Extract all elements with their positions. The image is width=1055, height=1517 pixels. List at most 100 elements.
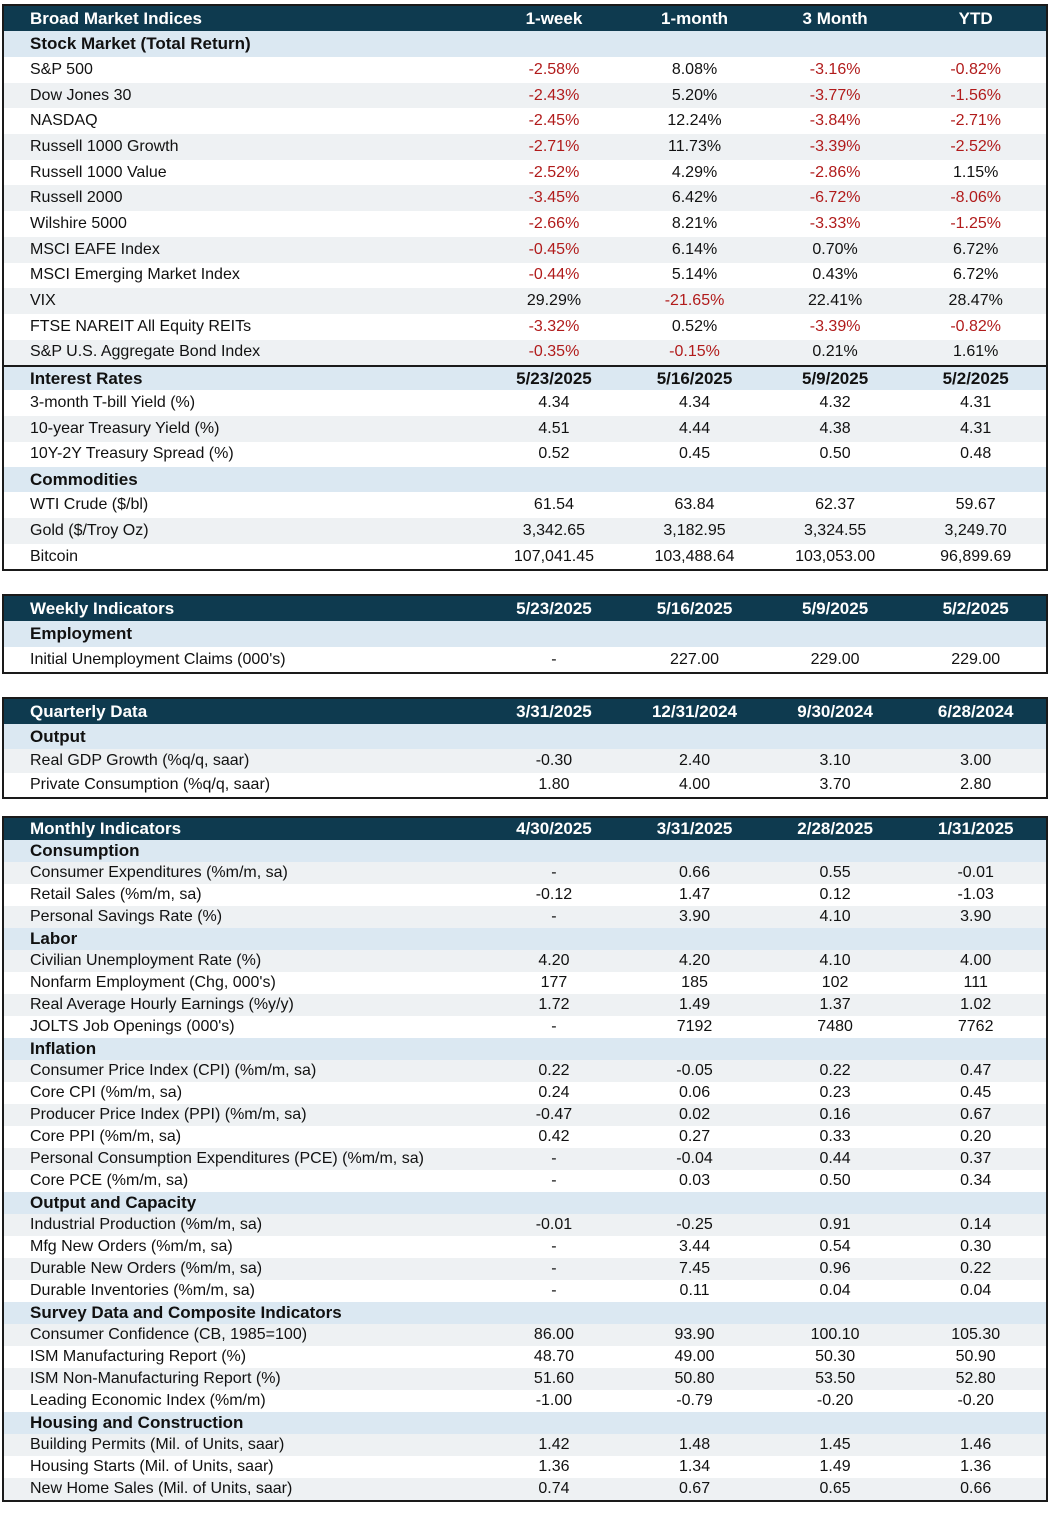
table-row: Core PCE (%m/m, sa) - 0.03 0.50 0.34 [4, 1170, 1046, 1192]
row-value: 2.80 [960, 776, 992, 793]
row-value: -2.45% [528, 112, 580, 130]
row-label: Durable Inventories (%m/m, sa) [30, 1282, 255, 1299]
row-value: 4.00 [678, 776, 711, 793]
table-row: Russell 1000 Growth -2.71% 11.73% -3.39% -2.… [4, 134, 1046, 160]
row-label: Consumer Expenditures (%m/m, sa) [30, 864, 288, 881]
row-value: 0.02 [678, 1106, 711, 1123]
row-label: Russell 1000 Value [30, 163, 167, 181]
row-value: 4.00 [960, 952, 992, 969]
row-value: 93.90 [674, 1326, 715, 1343]
row-label: Consumer Confidence (CB, 1985=100) [30, 1326, 308, 1343]
row-value: 3.44 [678, 1238, 711, 1255]
row-value: 4.51 [538, 419, 570, 437]
row-label: S&P 500 [30, 60, 93, 78]
row-value: - [551, 864, 557, 881]
section-label: Inflation [30, 1039, 97, 1058]
column-header: 5/23/2025 [516, 598, 592, 618]
row-value: 7192 [676, 1018, 713, 1035]
row-value: -2.86% [809, 163, 861, 181]
row-label: Initial Unemployment Claims (000's) [30, 650, 286, 668]
row-value: 0.74 [538, 1480, 570, 1497]
row-value: 0.66 [678, 864, 711, 881]
row-value: 103,053.00 [795, 547, 876, 565]
table-row: ISM Manufacturing Report (%) 48.70 49.00 50… [4, 1346, 1046, 1368]
row-value: 0.43% [812, 266, 858, 284]
quarterly-data-table: Quarterly Data 3/31/2025 12/31/2024 9/30/20… [2, 697, 1048, 799]
table-row: MSCI EAFE Index -0.45% 6.14% 0.70% 6.72% [4, 236, 1046, 263]
row-value: -0.47 [535, 1106, 573, 1123]
row-value: 0.65 [819, 1480, 851, 1497]
section-label: Interest Rates [30, 368, 143, 388]
table-row: Consumer Expenditures (%m/m, sa) - 0.66 0.5… [4, 862, 1046, 884]
column-header: YTD [958, 8, 993, 28]
broad-market-table: Broad Market Indices 1-week 1-month 3 Month… [2, 4, 1048, 572]
row-value: 0.11 [679, 1282, 710, 1299]
row-value: 1.34 [678, 1458, 711, 1475]
row-value: 4.32 [819, 394, 851, 412]
table-row: Durable Inventories (%m/m, sa) - 0.11 0.04 0… [4, 1280, 1046, 1302]
row-label: MSCI EAFE Index [30, 240, 160, 258]
row-value: 103,488.64 [654, 547, 735, 565]
table-row: Dow Jones 30 -2.43% 5.20% -3.77% -1.56% [4, 82, 1046, 109]
table-title: Broad Market Indices [30, 8, 202, 28]
row-value: 53.50 [815, 1370, 856, 1387]
row-value: - [551, 1238, 557, 1255]
section-header-row: Stock Market (Total Return) [4, 31, 1046, 57]
table-title: Quarterly Data [30, 701, 148, 721]
row-value: -0.12 [535, 886, 573, 903]
row-value: 51.60 [533, 1370, 574, 1387]
row-value: -0.15% [669, 343, 720, 361]
row-value: 1.15% [952, 163, 999, 181]
row-label: 3-month T-bill Yield (%) [30, 394, 196, 412]
row-value: 0.54 [819, 1238, 851, 1255]
row-value: 1.42 [538, 1436, 570, 1453]
row-value: 229.00 [951, 650, 1001, 668]
row-value: 0.45 [960, 1084, 992, 1101]
row-value: 1.49 [678, 996, 711, 1013]
table-row: Retail Sales (%m/m, sa) -0.12 1.47 0.12 -1.0… [4, 884, 1046, 906]
table-row: Core PPI (%m/m, sa) 0.42 0.27 0.33 0.20 [4, 1126, 1046, 1148]
row-value: 0.22 [538, 1062, 570, 1079]
table-row: Leading Economic Index (%m/m) -1.00 -0.79 -… [4, 1390, 1046, 1412]
row-value: 3,249.70 [944, 521, 1007, 539]
row-value: 102 [821, 974, 849, 991]
table-row: Real GDP Growth (%q/q, saar) -0.30 2.40 3.1… [4, 749, 1046, 773]
row-value: 1.37 [819, 996, 851, 1013]
row-value: 0.20 [960, 1128, 992, 1145]
table-row: JOLTS Job Openings (000's) - 7192 7480 7762 [4, 1016, 1046, 1038]
monthly-indicators-table: Monthly Indicators 4/30/2025 3/31/2025 2/28… [2, 816, 1048, 1502]
row-value: 1.47 [678, 886, 711, 903]
row-value: 0.42 [538, 1128, 570, 1145]
row-value: -2.52% [528, 163, 580, 181]
row-value: 1.46 [960, 1436, 992, 1453]
row-value: -21.65% [664, 292, 725, 310]
row-value: 0.50 [819, 445, 851, 463]
row-label: Producer Price Index (PPI) (%m/m, sa) [30, 1106, 307, 1123]
table-row: Personal Consumption Expenditures (PCE) … [4, 1148, 1046, 1170]
row-value: 1.45 [819, 1436, 851, 1453]
row-value: -1.25% [950, 214, 1002, 232]
row-value: -3.39% [809, 137, 861, 155]
row-value: -3.77% [809, 86, 861, 104]
section-label: Output and Capacity [30, 1193, 197, 1212]
section-header-row: Inflation [4, 1038, 1046, 1060]
table-row: Durable New Orders (%m/m, sa) - 7.45 0.96 0.… [4, 1258, 1046, 1280]
column-header: 6/28/2024 [937, 701, 1014, 721]
row-value: 4.20 [678, 952, 711, 969]
row-value: -2.71% [950, 112, 1002, 130]
table-row: Consumer Price Index (CPI) (%m/m, sa) 0.2… [4, 1060, 1046, 1082]
column-header: 3/31/2025 [656, 819, 733, 838]
row-value: 0.48 [960, 445, 992, 463]
row-value: 63.84 [674, 496, 715, 514]
row-value: 4.31 [960, 394, 992, 412]
row-value: -0.45% [528, 240, 580, 258]
row-value: 4.29% [671, 163, 718, 181]
row-value: - [551, 1018, 557, 1035]
row-value: 6.72% [952, 266, 999, 284]
section-header-row: Interest Rates 5/23/2025 5/16/2025 5/9/2025… [4, 365, 1046, 391]
row-label: Russell 2000 [30, 189, 123, 207]
row-value: - [551, 1282, 557, 1299]
table-row: Personal Savings Rate (%) - 3.90 4.10 3.90 [4, 906, 1046, 928]
section-label: Output [30, 726, 86, 746]
row-label: NASDAQ [30, 112, 98, 130]
